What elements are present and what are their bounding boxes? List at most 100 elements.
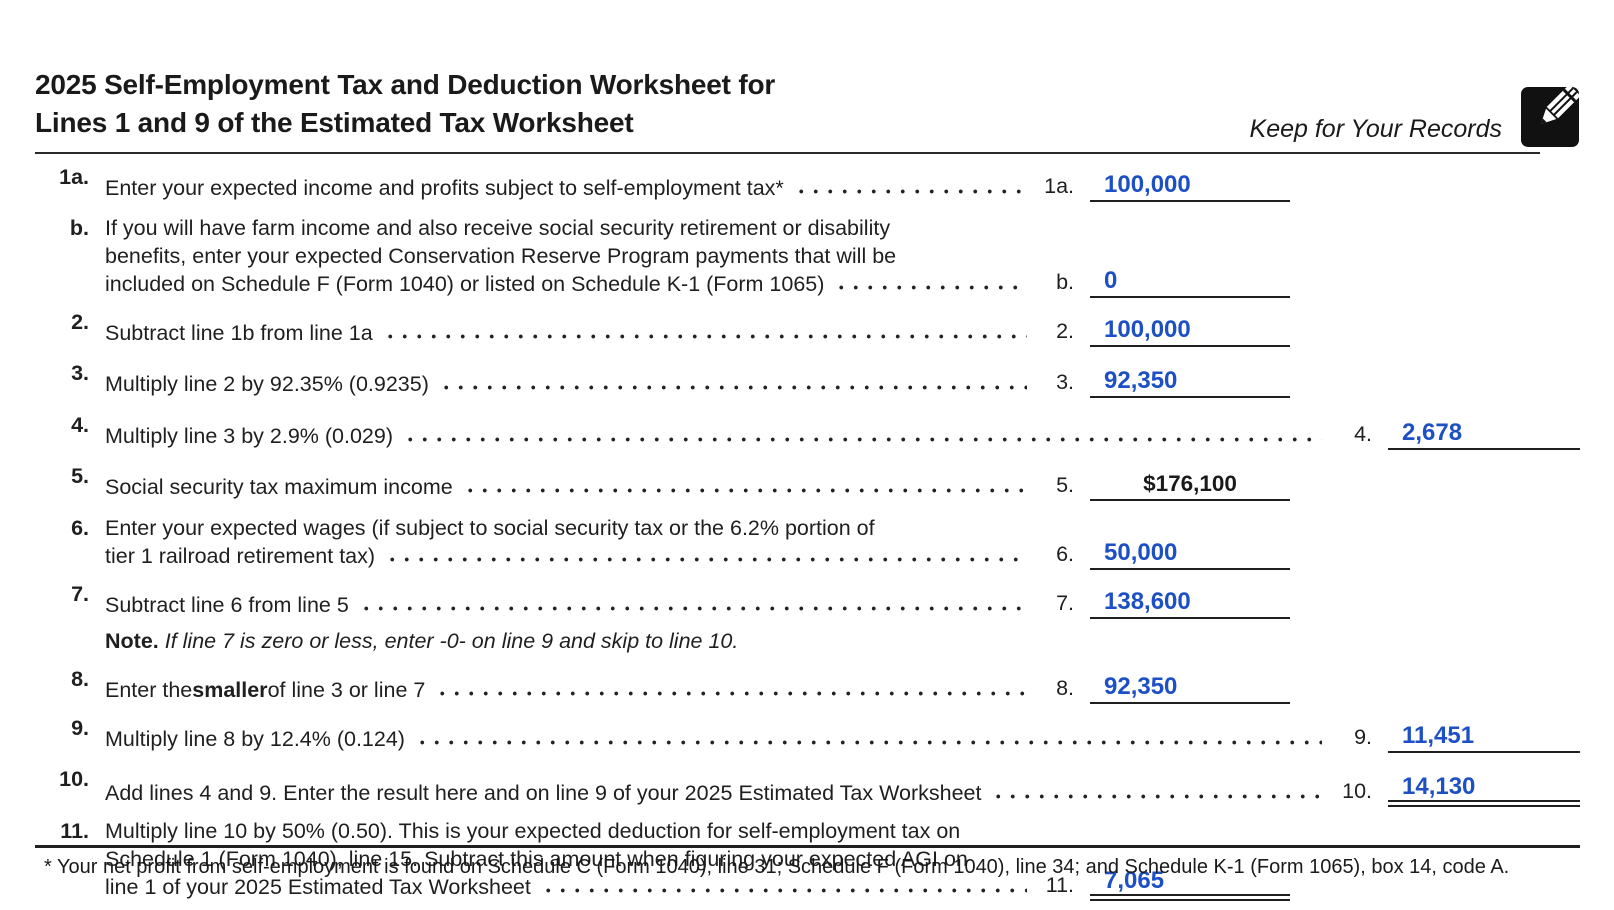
- line-number: 8.: [71, 667, 89, 691]
- keep-for-records-label: Keep for Your Records: [1249, 115, 1502, 143]
- entry-field-5: $176,100: [1090, 462, 1290, 501]
- description-line: Multiply line 2 by 92.35% (0.9235): [105, 370, 1035, 398]
- worksheet-header: 2025 Self-Employment Tax and Deduction W…: [35, 66, 1581, 152]
- line-description: Multiply line 8 by 12.4% (0.124): [105, 725, 1330, 753]
- line-number: b.: [69, 216, 89, 240]
- text-segment: Subtract line 1b from line 1a: [105, 321, 373, 345]
- dot-leader: [414, 725, 1322, 753]
- line-number: 6.: [71, 516, 89, 540]
- worksheet-row-7: 7. Subtract line 6 from line 5 7. 138,600: [35, 580, 1580, 619]
- text-segment: Multiply line 3 by 2.9% (0.029): [105, 424, 394, 448]
- line-description: Enter the smaller of line 3 or line 7: [105, 676, 1035, 704]
- line-description: Subtract line 6 from line 5: [105, 591, 1035, 619]
- line-number: 3.: [71, 361, 89, 385]
- entry-label: 11.: [1045, 873, 1074, 897]
- entry-label: 1a.: [1044, 174, 1074, 198]
- entry-label: 10.: [1342, 779, 1372, 803]
- description-line: tier 1 railroad retirement tax): [105, 542, 1035, 570]
- entry-field-8[interactable]: 92,350: [1090, 665, 1290, 704]
- dot-leader: [435, 676, 1027, 704]
- worksheet-row-9: 9. Multiply line 8 by 12.4% (0.124) 9. 11,4…: [35, 714, 1580, 753]
- text-segment: tier 1 railroad retirement tax): [105, 544, 376, 568]
- entry-field-11[interactable]: 7,065: [1090, 859, 1290, 901]
- line-description: Multiply line 10 by 50% (0.50). This is …: [105, 817, 1035, 901]
- entry-value: 7,065: [1104, 866, 1165, 894]
- line-description: Multiply line 2 by 92.35% (0.9235): [105, 370, 1035, 398]
- description-line: If you will have farm income and also re…: [105, 214, 1035, 242]
- text-segment: line 1 of your 2025 Estimated Tax Worksh…: [105, 875, 531, 899]
- description-line: benefits, enter your expected Conservati…: [105, 242, 1035, 270]
- line-description: Subtract line 1b from line 1a: [105, 319, 1035, 347]
- entry-label: 6.: [1056, 542, 1074, 566]
- entry-field-4[interactable]: 2,678: [1388, 411, 1580, 450]
- line-description: Multiply line 3 by 2.9% (0.029): [105, 422, 1330, 450]
- text-segment: Enter your expected wages (if subject to…: [105, 516, 875, 540]
- dot-leader: [793, 174, 1027, 202]
- text-segment: If you will have farm income and also re…: [105, 216, 891, 240]
- worksheet-row-1b: b. If you will have farm income and also …: [35, 214, 1580, 298]
- text-segment: Note.: [105, 629, 159, 653]
- footnote: * Your net profit from self-employment i…: [44, 856, 1510, 878]
- worksheet-row-8: 8. Enter the smaller of line 3 or line 7 8…: [35, 665, 1580, 704]
- line-number: 2.: [71, 310, 89, 334]
- description-line: Multiply line 10 by 50% (0.50). This is …: [105, 817, 1035, 845]
- text-segment: Enter your expected income and profits s…: [105, 176, 784, 200]
- description-line: Multiply line 3 by 2.9% (0.029): [105, 422, 1330, 450]
- title-line-2: Lines 1 and 9 of the Estimated Tax Works…: [35, 106, 634, 138]
- description-line: Enter the smaller of line 3 or line 7: [105, 676, 1035, 704]
- text-segment: smaller: [192, 678, 268, 702]
- dot-leader: [385, 542, 1027, 570]
- worksheet-row-4: 4. Multiply line 3 by 2.9% (0.029) 4. 2,678: [35, 411, 1580, 450]
- description-line: Subtract line 6 from line 5: [105, 591, 1035, 619]
- text-segment: Add lines 4 and 9. Enter the result here…: [105, 781, 982, 805]
- pencil-icon: [1520, 84, 1581, 148]
- description-line: line 1 of your 2025 Estimated Tax Worksh…: [105, 873, 1035, 901]
- text-segment: Subtract line 6 from line 5: [105, 593, 349, 617]
- entry-label: 9.: [1354, 725, 1372, 749]
- dot-leader: [834, 270, 1027, 298]
- dot-leader: [382, 319, 1027, 347]
- entry-label: 4.: [1354, 422, 1372, 446]
- header-divider: [35, 152, 1540, 154]
- description-line: Schedule 1 (Form 1040), line 15. Subtrac…: [105, 845, 1035, 873]
- text-segment: Multiply line 10 by 50% (0.50). This is …: [105, 819, 961, 843]
- entry-field-6[interactable]: 50,000: [1090, 531, 1290, 570]
- description-line: Add lines 4 and 9. Enter the result here…: [105, 779, 1330, 807]
- description-line: Enter your expected income and profits s…: [105, 174, 1035, 202]
- line-number: 7.: [71, 582, 89, 606]
- entry-label: 2.: [1056, 319, 1074, 343]
- description-line: included on Schedule F (Form 1040) or li…: [105, 270, 1035, 298]
- line-description: Enter your expected wages (if subject to…: [105, 514, 1035, 570]
- entry-label: 3.: [1056, 370, 1074, 394]
- text-segment: Multiply line 8 by 12.4% (0.124): [105, 727, 405, 751]
- entry-value: 92,350: [1104, 366, 1178, 394]
- line-number: 5.: [71, 464, 89, 488]
- text-segment: Enter the: [105, 678, 193, 702]
- entry-label: b.: [1056, 270, 1074, 294]
- dot-leader: [462, 473, 1027, 501]
- entry-value: 0: [1104, 266, 1118, 294]
- line-description: Add lines 4 and 9. Enter the result here…: [105, 779, 1330, 807]
- entry-field-9[interactable]: 11,451: [1388, 714, 1580, 753]
- entry-value: 50,000: [1104, 538, 1178, 566]
- entry-field-3[interactable]: 92,350: [1090, 359, 1290, 398]
- entry-label: 5.: [1056, 473, 1074, 497]
- entry-value: 100,000: [1104, 315, 1191, 343]
- keep-for-records: Keep for Your Records: [1249, 84, 1581, 148]
- entry-field-2[interactable]: 100,000: [1090, 308, 1290, 347]
- entry-value: 2,678: [1402, 418, 1463, 446]
- worksheet-rows: 1a. Enter your expected income and profit…: [35, 163, 1580, 901]
- dot-leader: [991, 779, 1322, 807]
- worksheet-row-1a: 1a. Enter your expected income and profit…: [35, 163, 1580, 202]
- entry-label: 7.: [1056, 591, 1074, 615]
- text-segment: of line 3 or line 7: [267, 678, 426, 702]
- entry-value: $176,100: [1143, 471, 1237, 497]
- entry-value: 92,350: [1104, 672, 1178, 700]
- entry-field-7[interactable]: 138,600: [1090, 580, 1290, 619]
- entry-field-1b[interactable]: 0: [1090, 259, 1290, 298]
- entry-field-10[interactable]: 14,130: [1388, 765, 1580, 807]
- page-title: 2025 Self-Employment Tax and Deduction W…: [35, 66, 1580, 141]
- entry-value: 14,130: [1402, 772, 1476, 800]
- entry-field-1a[interactable]: 100,000: [1090, 163, 1290, 202]
